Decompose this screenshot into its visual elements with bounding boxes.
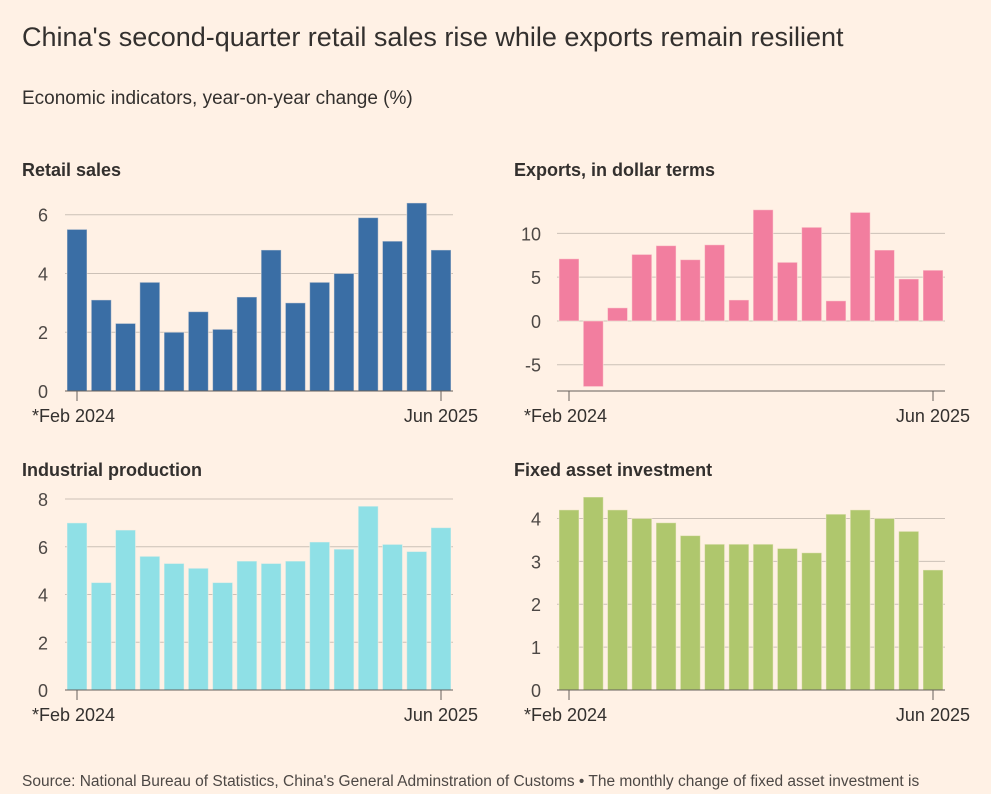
y-tick-label: 0 — [38, 382, 48, 402]
bar — [582, 320, 604, 388]
y-tick-label: 0 — [38, 681, 48, 701]
chart-title: China's second-quarter retail sales rise… — [22, 22, 844, 52]
bar — [776, 547, 798, 691]
panel-title-fixed-asset-investment: Fixed asset investment — [514, 460, 713, 480]
y-tick-label: 0 — [531, 312, 541, 332]
source-note: Source: National Bureau of Statistics, C… — [22, 773, 920, 790]
bar — [849, 211, 871, 322]
bar — [607, 307, 629, 322]
bar — [704, 244, 726, 322]
bar — [655, 522, 677, 691]
y-tick-label: 1 — [531, 638, 541, 658]
y-tick-label: 2 — [38, 633, 48, 653]
y-tick-label: 3 — [531, 552, 541, 572]
bar — [825, 300, 847, 322]
y-tick-label: 6 — [38, 538, 48, 558]
bar — [801, 226, 823, 322]
y-tick-label: 2 — [38, 323, 48, 343]
y-tick-label: 6 — [38, 206, 48, 226]
panel-title-exports: Exports, in dollar terms — [514, 160, 716, 180]
bar — [655, 245, 677, 322]
y-tick-label: 5 — [531, 268, 541, 288]
x-tick-label-start: *Feb 2024 — [524, 406, 607, 426]
bar — [801, 552, 823, 691]
bar — [752, 209, 774, 322]
bar — [898, 278, 920, 322]
bar — [922, 269, 944, 322]
bar — [825, 513, 847, 691]
bar — [922, 569, 944, 691]
y-tick-label: 10 — [521, 224, 541, 244]
y-tick-label: 4 — [531, 509, 541, 529]
y-tick-label: 0 — [531, 681, 541, 701]
x-tick-label-end: Jun 2025 — [404, 705, 478, 725]
y-tick-label: -5 — [525, 356, 541, 376]
bar — [558, 509, 580, 691]
bar — [582, 496, 604, 691]
bar — [607, 509, 629, 691]
x-tick-label-end: Jun 2025 — [896, 705, 970, 725]
bar — [873, 517, 895, 691]
x-tick-label-end: Jun 2025 — [896, 406, 970, 426]
bar — [898, 530, 920, 691]
x-tick-label-end: Jun 2025 — [404, 406, 478, 426]
y-tick-label: 4 — [38, 586, 48, 606]
y-tick-label: 2 — [531, 595, 541, 615]
bar — [728, 299, 750, 322]
chart-subtitle: Economic indicators, year-on-year change… — [22, 88, 413, 109]
bar — [558, 258, 580, 322]
bar — [752, 543, 774, 691]
x-tick-label-start: *Feb 2024 — [524, 705, 607, 725]
bar — [776, 261, 798, 322]
bar — [679, 259, 701, 322]
bar — [873, 249, 895, 322]
x-tick-label-start: *Feb 2024 — [32, 406, 115, 426]
y-tick-label: 8 — [38, 490, 48, 510]
bar — [679, 535, 701, 691]
bar — [631, 517, 653, 691]
panel-title-industrial-production: Industrial production — [22, 460, 202, 480]
y-tick-label: 4 — [38, 264, 48, 284]
bar — [849, 509, 871, 691]
panel-title-retail-sales: Retail sales — [22, 160, 122, 180]
bar — [631, 253, 653, 322]
x-tick-label-start: *Feb 2024 — [32, 705, 115, 725]
bar — [728, 543, 750, 691]
bar — [704, 543, 726, 691]
